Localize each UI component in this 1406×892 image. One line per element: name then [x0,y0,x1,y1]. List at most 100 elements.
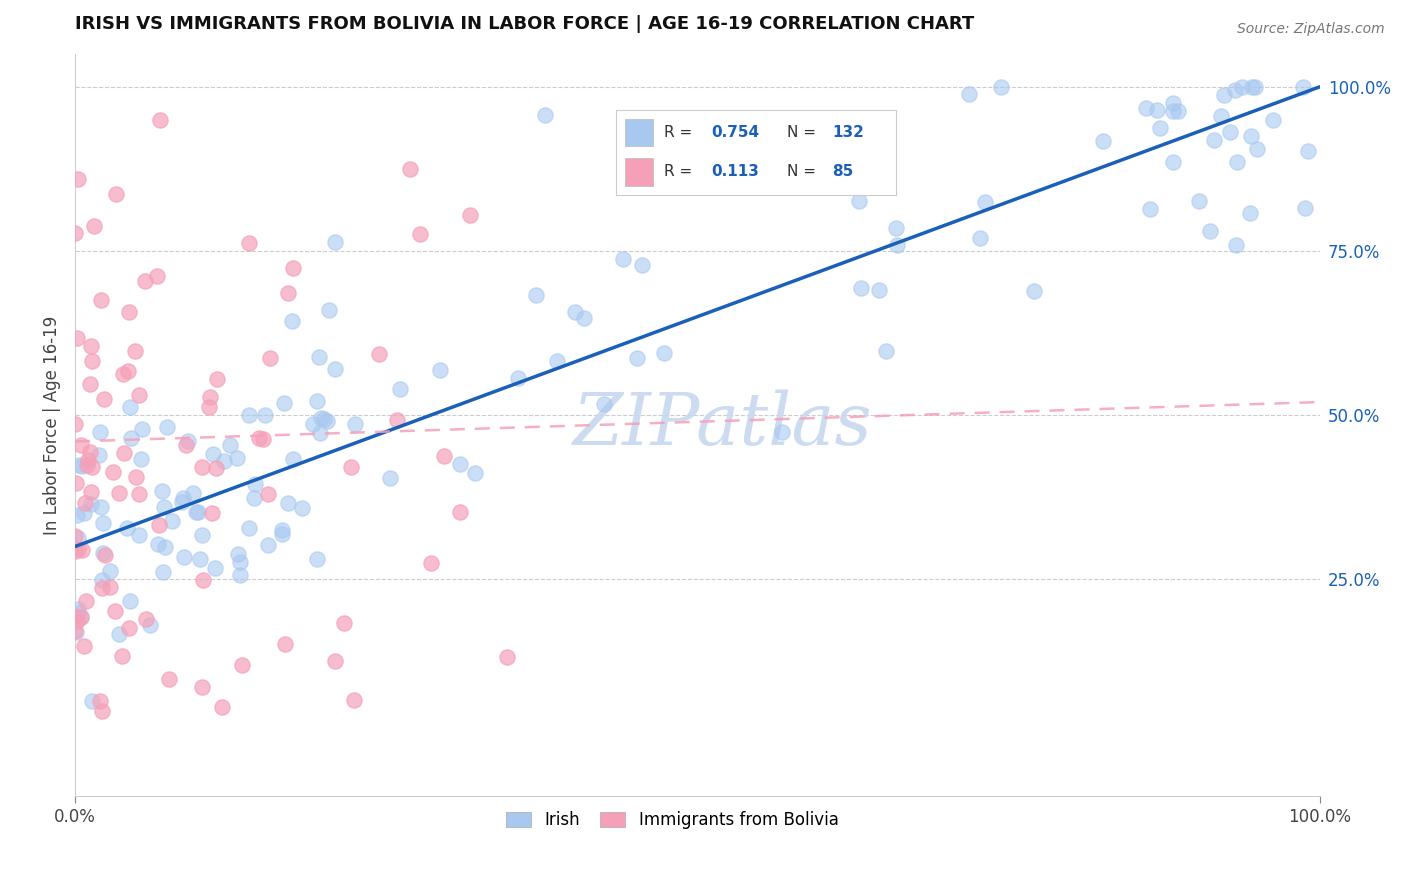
Point [340,459,363,474]
Point [226,547,249,561]
Point [318,303,340,318]
Point [496,649,519,664]
Point [205,461,228,475]
Point [612,252,634,267]
Point [173,550,195,565]
Point [79,498,101,512]
Point [848,194,870,208]
Point [156,420,179,434]
Point [281,314,304,328]
Point [191,681,214,695]
Point [238,521,260,535]
Point [229,568,252,582]
Point [90,573,112,587]
Point [247,431,270,445]
Point [193,573,215,587]
Point [118,621,141,635]
Point [120,593,142,607]
Point [89,425,111,440]
Point [1294,201,1316,215]
Point [1146,103,1168,117]
Point [197,400,219,414]
Point [79,376,101,391]
Point [1199,224,1222,238]
Point [1223,83,1246,97]
Point [1161,154,1184,169]
Point [886,238,908,252]
Point [79,485,101,500]
Point [80,694,103,708]
Point [524,288,547,302]
Point [111,648,134,663]
Point [93,546,115,560]
Point [63,624,86,638]
Point [200,506,222,520]
Point [134,275,156,289]
Point [150,484,173,499]
Point [117,521,139,535]
Point [211,700,233,714]
Point [1239,206,1261,220]
Point [184,505,207,519]
Point [316,414,339,428]
Point [1213,88,1236,103]
Point [73,507,96,521]
Point [73,496,96,510]
Point [1161,103,1184,118]
Point [191,528,214,542]
Point [243,476,266,491]
Point [65,544,87,558]
Point [458,208,481,222]
Point [67,172,90,186]
Point [112,368,135,382]
Point [464,467,486,481]
Text: ZIPatlas: ZIPatlas [572,390,872,460]
Point [849,280,872,294]
Point [259,351,281,365]
Point [70,609,93,624]
Point [70,459,93,474]
Point [385,413,408,427]
Point [128,528,150,542]
Point [332,616,354,631]
Point [868,283,890,297]
Point [101,465,124,479]
Point [1246,143,1268,157]
Point [969,231,991,245]
Point [66,615,89,629]
Point [76,458,98,472]
Point [98,564,121,578]
Point [69,610,91,624]
Point [574,311,596,326]
Point [886,220,908,235]
Point [281,452,304,467]
Point [148,517,170,532]
Point [124,343,146,358]
Point [229,555,252,569]
Point [118,305,141,319]
Point [172,491,194,506]
Point [274,637,297,651]
Point [80,339,103,353]
Point [90,500,112,514]
Point [139,617,162,632]
Point [420,556,443,570]
Point [146,537,169,551]
Point [252,433,274,447]
Point [1149,121,1171,136]
Point [93,516,115,531]
Point [323,235,346,249]
Point [1163,96,1185,111]
Point [323,362,346,376]
Point [270,527,292,541]
Point [67,531,90,545]
Point [204,561,226,575]
Point [238,236,260,251]
Point [202,447,225,461]
Point [135,612,157,626]
Point [129,452,152,467]
Point [307,552,329,566]
Point [66,606,89,620]
Point [273,395,295,409]
Point [73,639,96,653]
